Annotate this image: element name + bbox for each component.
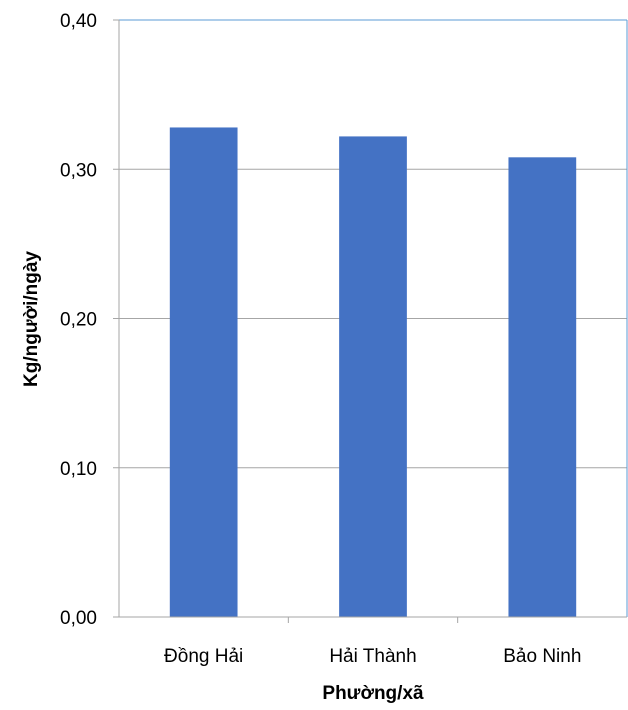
x-tick-labels: Đồng Hải Hải Thành Bảo Ninh bbox=[164, 646, 581, 667]
bars bbox=[169, 127, 577, 618]
y-tick-label: 0,20 bbox=[60, 310, 97, 331]
y-tick-label: 0,30 bbox=[60, 160, 97, 181]
axes bbox=[113, 19, 628, 623]
y-axis-title: Kg/người/ngày bbox=[21, 251, 42, 387]
bar bbox=[508, 157, 577, 617]
bar bbox=[169, 127, 238, 618]
y-tick-label: 0,00 bbox=[60, 608, 97, 629]
y-tick-labels: 0,00 0,10 0,20 0,30 0,40 bbox=[60, 11, 97, 629]
y-tick-label: 0,10 bbox=[60, 459, 97, 480]
x-tick-label: Đồng Hải bbox=[164, 646, 243, 667]
x-tick-label: Hải Thành bbox=[329, 646, 416, 667]
bar bbox=[339, 136, 407, 618]
x-axis-title: Phường/xã bbox=[322, 683, 424, 704]
y-tick-label: 0,40 bbox=[60, 11, 97, 32]
x-tick-label: Bảo Ninh bbox=[503, 646, 581, 667]
